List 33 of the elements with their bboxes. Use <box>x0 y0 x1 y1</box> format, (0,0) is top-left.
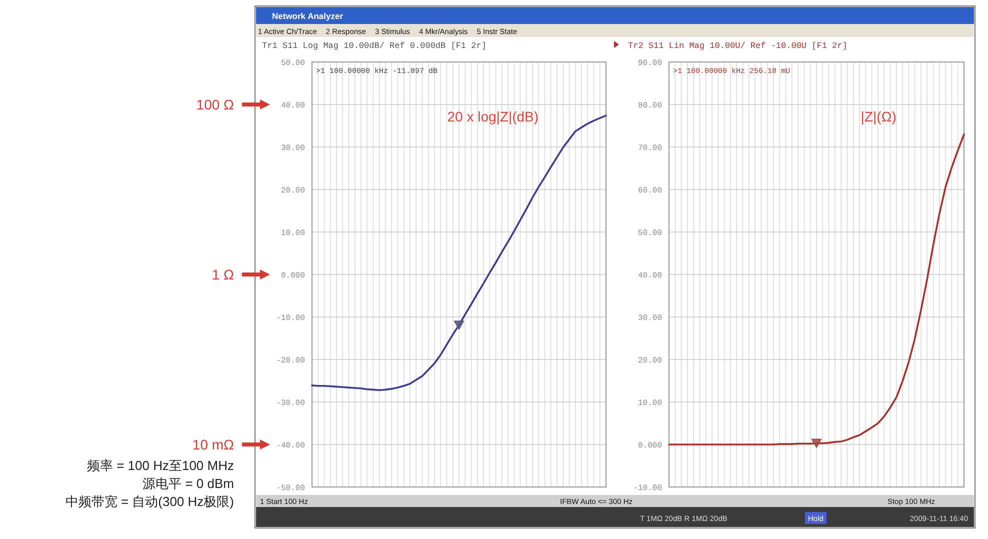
text: 源电平 = 0 dBm <box>142 476 234 491</box>
y-tick-label: 30.00 <box>638 314 662 323</box>
y-tick-label: -50.00 <box>276 484 306 493</box>
text: 10 mΩ <box>192 436 234 452</box>
y-tick-label: 40.00 <box>638 272 662 280</box>
y-tick-label: -30.00 <box>276 399 306 408</box>
text: |Z|(Ω) <box>860 108 896 124</box>
y-tick-label: 70.00 <box>638 144 662 153</box>
y-tick-label: 50.00 <box>638 229 662 238</box>
y-tick-label: 60.00 <box>638 186 662 196</box>
y-tick-label: 0.000 <box>280 272 306 280</box>
y-tick-label: 0.000 <box>638 442 662 450</box>
y-tick-label: 80.00 <box>638 102 662 110</box>
text: 100 Ω <box>196 96 234 112</box>
y-tick-label: 40.00 <box>280 102 306 110</box>
y-tick-label: 90.00 <box>638 59 662 68</box>
text: 中频带宽 = 自动(300 Hz极限) <box>65 494 234 509</box>
y-tick-label: -10.00 <box>633 484 662 493</box>
y-tick-label: 10.00 <box>280 229 306 238</box>
y-tick-label: -20.00 <box>276 356 306 366</box>
chart-title: Tr1 S11 Log Mag 10.00dB/ Ref 0.000dB [F1 2r] <box>262 41 486 51</box>
text: 频率 = 100 Hz至100 MHz <box>86 458 234 473</box>
text: 20 x log|Z|(dB) <box>447 108 539 124</box>
y-tick-label: 10.00 <box>638 399 662 408</box>
y-tick-label: -10.00 <box>276 314 306 323</box>
y-tick-label: 20.00 <box>638 356 662 366</box>
y-tick-label: -40.00 <box>276 442 306 450</box>
text: 1 Ω <box>212 266 234 282</box>
y-tick-label: 20.00 <box>280 186 306 196</box>
text: Network Analyzer <box>272 11 344 21</box>
y-tick-label: 30.00 <box>280 144 306 153</box>
chart-title: Tr2 S11 Lin Mag 10.00U/ Ref -10.00U [F1 2r] <box>628 41 848 51</box>
y-tick-label: 50.00 <box>280 59 306 68</box>
